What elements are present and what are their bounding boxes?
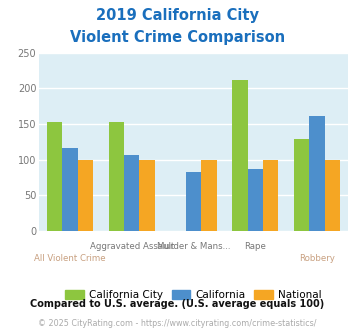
Text: Aggravated Assault: Aggravated Assault [89,242,174,251]
Bar [186,172,201,231]
Bar [78,160,93,231]
Bar [62,148,78,231]
Bar [309,115,325,231]
Bar [109,122,124,231]
Text: Compared to U.S. average. (U.S. average equals 100): Compared to U.S. average. (U.S. average … [31,299,324,309]
Text: 2019 California City: 2019 California City [96,8,259,23]
Bar [232,80,247,231]
Bar [201,160,217,231]
Text: Violent Crime Comparison: Violent Crime Comparison [70,30,285,45]
Bar [294,139,309,231]
Bar [140,160,155,231]
Text: All Violent Crime: All Violent Crime [34,254,106,263]
Bar [247,169,263,231]
Bar [124,155,140,231]
Bar [47,122,62,231]
Text: Rape: Rape [244,242,266,251]
Text: © 2025 CityRating.com - https://www.cityrating.com/crime-statistics/: © 2025 CityRating.com - https://www.city… [38,319,317,328]
Bar [263,160,278,231]
Text: Robbery: Robbery [299,254,335,263]
Legend: California City, California, National: California City, California, National [61,286,326,304]
Bar [325,160,340,231]
Text: Murder & Mans...: Murder & Mans... [157,242,230,251]
